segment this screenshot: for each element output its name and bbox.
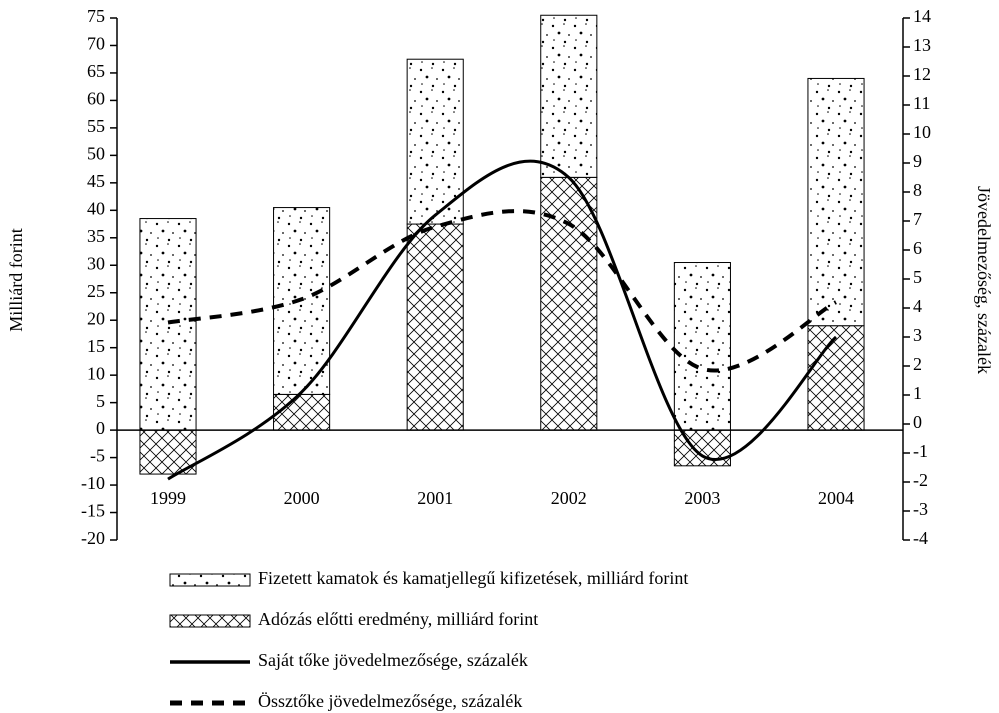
y2-tick-label: 11 [913, 93, 930, 113]
bar [540, 176, 598, 431]
x-tick-label: 2001 [417, 488, 453, 508]
bar [406, 58, 464, 225]
y-tick-label: 35 [87, 226, 105, 246]
legend-label: Össztőke jövedelmezősége, százalék [258, 691, 522, 711]
y2-tick-label: 1 [913, 383, 922, 403]
y2-tick-label: 12 [913, 64, 931, 84]
y2-tick-label: 5 [913, 267, 922, 287]
y-axis-label: Milliárd forint [6, 228, 26, 331]
y2-tick-label: 9 [913, 151, 922, 171]
legend-swatch [169, 573, 251, 587]
y-tick-label: 25 [87, 281, 105, 301]
line [167, 209, 837, 373]
legend-label: Adózás előtti eredmény, milliárd forint [258, 609, 538, 629]
y-tick-label: -5 [90, 446, 105, 466]
legend-label: Fizetett kamatok és kamatjellegű kifizet… [258, 568, 688, 588]
y2-tick-label: -3 [913, 499, 928, 519]
legend-label: Saját tőke jövedelmezősége, százalék [258, 650, 528, 670]
y-tick-label: 65 [87, 61, 105, 81]
y-tick-label: 55 [87, 116, 105, 136]
y2-tick-label: 8 [913, 180, 922, 200]
x-tick-label: 2000 [284, 488, 320, 508]
y2-tick-label: -2 [913, 470, 928, 490]
bar [273, 393, 331, 431]
x-tick-label: 2004 [818, 488, 854, 508]
bar [807, 325, 865, 431]
y-tick-label: 30 [87, 253, 105, 273]
y2-tick-label: 0 [913, 412, 922, 432]
y-tick-label: 5 [96, 391, 105, 411]
y-tick-label: 50 [87, 143, 105, 163]
y-tick-label: -15 [81, 501, 105, 521]
bar [673, 262, 731, 431]
y-tick-label: 70 [87, 34, 105, 54]
y-tick-label: 15 [87, 336, 105, 356]
y2-tick-label: -4 [913, 528, 928, 548]
y2-axis-label: Jövedelmezőség, százalék [974, 186, 994, 374]
x-tick-label: 2002 [551, 488, 587, 508]
y2-tick-label: -1 [913, 441, 928, 461]
bar [139, 218, 197, 431]
bar [406, 223, 464, 431]
y-tick-label: -20 [81, 528, 105, 548]
y2-tick-label: 3 [913, 325, 922, 345]
y-tick-label: 45 [87, 171, 105, 191]
x-tick-label: 1999 [150, 488, 186, 508]
y2-tick-label: 14 [913, 6, 931, 26]
bar [540, 14, 598, 178]
legend-swatch [169, 614, 251, 628]
y-tick-label: 60 [87, 89, 105, 109]
y-tick-label: 0 [96, 418, 105, 438]
y2-tick-label: 4 [913, 296, 922, 316]
x-tick-label: 2003 [684, 488, 720, 508]
y2-tick-label: 10 [913, 122, 931, 142]
y-tick-label: -10 [81, 473, 105, 493]
y-tick-label: 20 [87, 308, 105, 328]
y2-tick-label: 6 [913, 238, 922, 258]
y2-tick-label: 13 [913, 35, 931, 55]
line [167, 159, 838, 481]
y-tick-label: 75 [87, 6, 105, 26]
y2-tick-label: 2 [913, 354, 922, 374]
y-tick-label: 40 [87, 198, 105, 218]
bar [807, 77, 865, 327]
y-tick-label: 10 [87, 363, 105, 383]
y2-tick-label: 7 [913, 209, 922, 229]
